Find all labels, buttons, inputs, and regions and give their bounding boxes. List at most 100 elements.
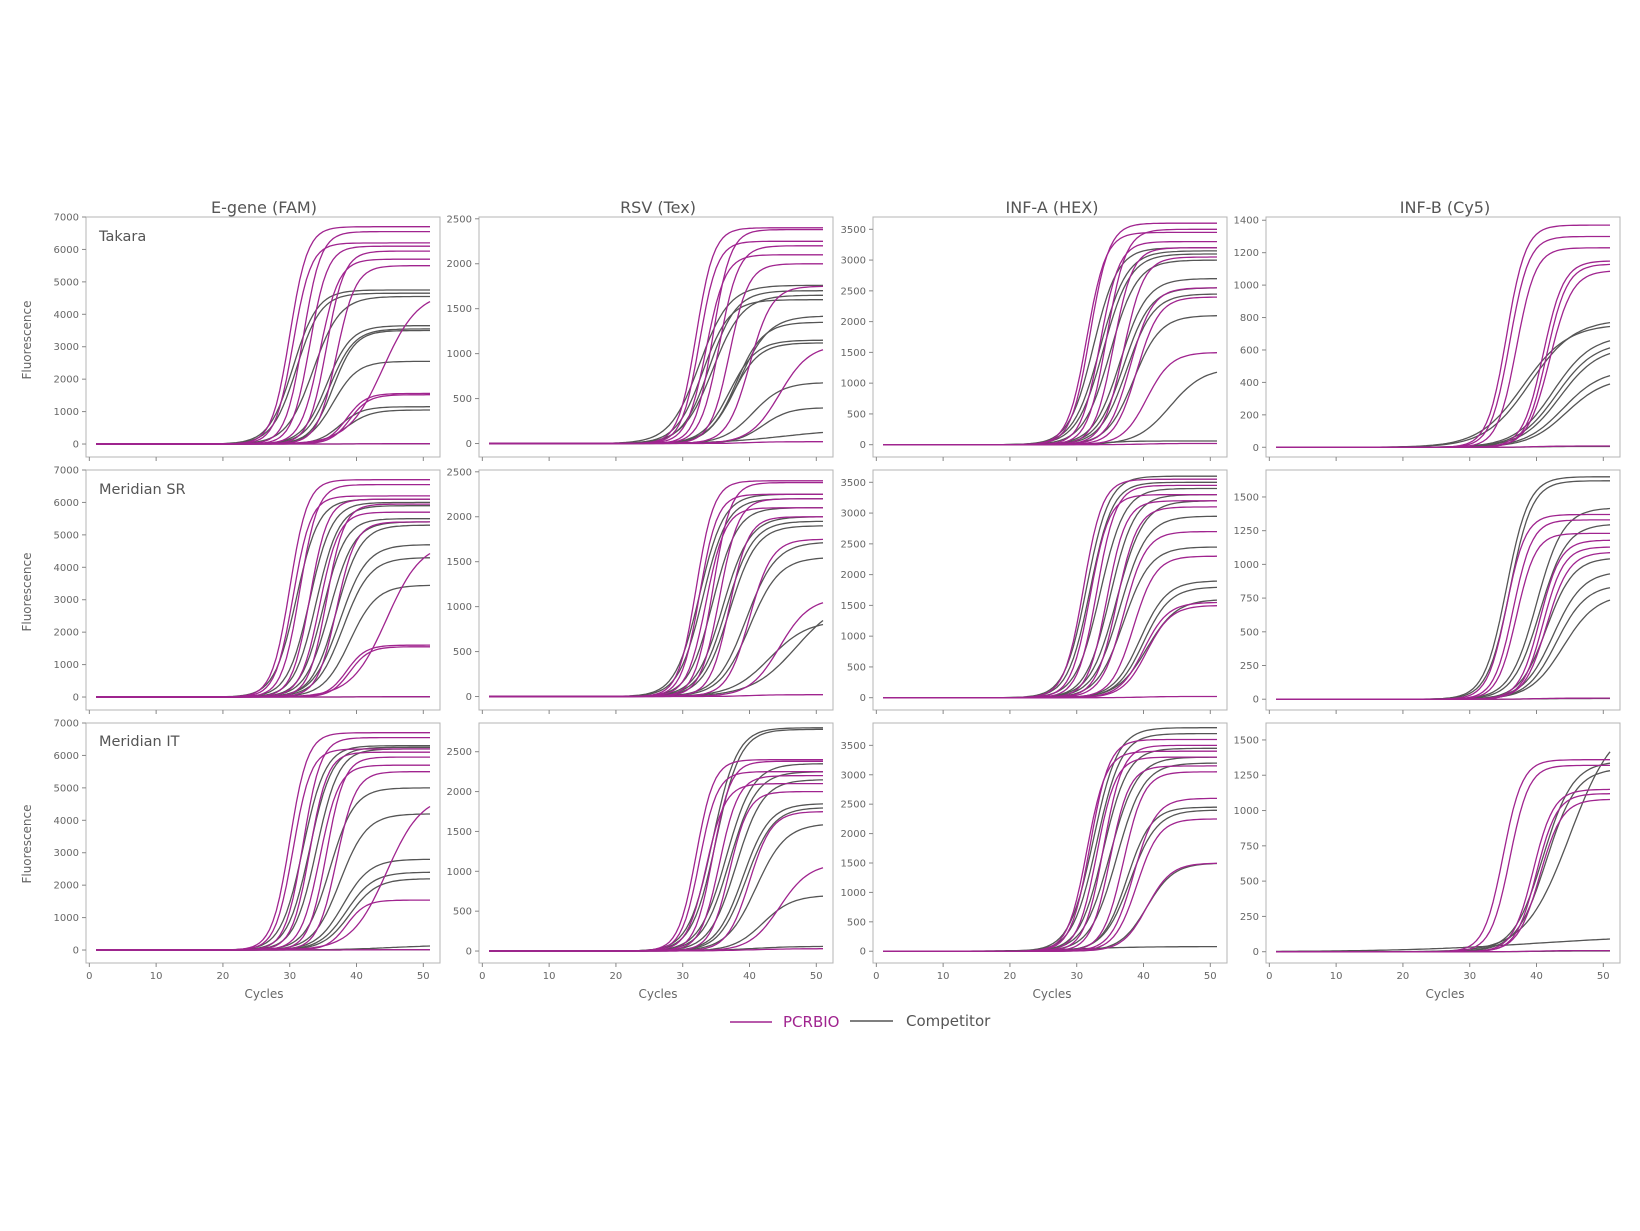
y-tick-label: 6000 <box>54 751 79 762</box>
y-tick-label: 2500 <box>447 467 472 478</box>
y-tick-label: 2000 <box>447 512 472 523</box>
panel-frame <box>478 722 834 964</box>
series-group <box>489 727 824 952</box>
y-tick-label: 500 <box>1240 627 1259 638</box>
y-tick-label: 1500 <box>841 348 866 359</box>
y-tick-label: 1500 <box>447 827 472 838</box>
pcrbio-series-line <box>1276 949 1610 953</box>
y-tick-label: 1000 <box>1234 560 1259 571</box>
series-group <box>96 479 431 698</box>
panel-meridian-it-inf-a-hex: 0 500 1000 1500 2000 2500 3000 3500 0 10 20 30 40 50 <box>841 722 1228 982</box>
x-tick-label: 30 <box>283 971 296 982</box>
y-tick-label: 1000 <box>1234 806 1259 817</box>
legend: PCRBIO Competitor <box>730 1012 991 1031</box>
y-tick-label: 3000 <box>54 848 79 859</box>
y-tick-label: 1000 <box>54 407 79 418</box>
y-tick-label: 0 <box>1253 443 1259 454</box>
y-tick-label: 1200 <box>1234 248 1259 259</box>
row-label-takara: Takara <box>98 229 146 245</box>
y-tick-label: 1400 <box>1234 216 1259 227</box>
y-tick-label: 0 <box>1253 695 1259 706</box>
y-tick-label: 1500 <box>1234 735 1259 746</box>
pcrbio-series-line <box>489 694 823 698</box>
pcrbio-series-line <box>883 695 1217 699</box>
x-tick-label: 20 <box>1004 971 1017 982</box>
y-tick-label: 1000 <box>447 602 472 613</box>
panel-meridian-sr-rsv-tex: 0 500 1000 1500 2000 2500 <box>447 467 834 714</box>
y-tick-label: 0 <box>860 440 866 451</box>
y-tick-label: 0 <box>1253 947 1259 958</box>
panel-frame <box>478 469 834 711</box>
y-tick-label: 2000 <box>54 881 79 892</box>
panel-meridian-sr-inf-b-cy5: 0 250 500 750 1000 1250 1500 <box>1234 469 1621 714</box>
x-tick-label: 0 <box>1266 971 1272 982</box>
panel-frame <box>85 469 441 711</box>
panel-meridian-sr-inf-a-hex: 0 500 1000 1500 2000 2500 3000 3500 <box>841 469 1228 714</box>
y-tick-label: 400 <box>1240 378 1259 389</box>
x-tick-label: 50 <box>810 971 823 982</box>
x-axis-title-col-2: Cycles <box>638 987 677 1001</box>
series-group <box>1276 476 1611 700</box>
series-group <box>883 475 1218 699</box>
x-tick-label: 50 <box>1204 971 1217 982</box>
panel-takara-inf-a-hex: 0 500 1000 1500 2000 2500 3000 3500 <box>841 216 1228 461</box>
panel-frame <box>872 216 1228 458</box>
panel-frame <box>1265 722 1621 964</box>
pcrbio-series-line <box>883 862 1218 952</box>
y-tick-label: 0 <box>466 947 472 958</box>
x-axis-title-col-3: Cycles <box>1032 987 1071 1001</box>
y-tick-label: 2000 <box>841 829 866 840</box>
y-tick-label: 250 <box>1240 661 1259 672</box>
x-tick-label: 20 <box>217 971 230 982</box>
y-tick-label: 1500 <box>447 304 472 315</box>
y-tick-label: 500 <box>453 647 472 658</box>
series-group <box>96 732 431 951</box>
series-group <box>96 226 431 445</box>
y-tick-label: 1000 <box>447 867 472 878</box>
y-tick-label: 2000 <box>841 570 866 581</box>
y-tick-label: 250 <box>1240 912 1259 923</box>
y-tick-label: 0 <box>860 947 866 958</box>
pcrbio-series-line <box>1276 445 1610 448</box>
y-tick-label: 4000 <box>54 563 79 574</box>
y-tick-label: 4000 <box>54 310 79 321</box>
x-tick-label: 30 <box>676 971 689 982</box>
y-tick-label: 500 <box>1240 877 1259 888</box>
series-group <box>883 727 1218 952</box>
legend-label-pcrbio: PCRBIO <box>783 1013 839 1031</box>
x-tick-label: 10 <box>150 971 163 982</box>
column-title-e-gene: E-gene (FAM) <box>211 198 317 217</box>
y-tick-label: 3500 <box>841 225 866 236</box>
x-tick-label: 10 <box>543 971 556 982</box>
x-tick-label: 40 <box>350 971 363 982</box>
pcrbio-series-line <box>489 948 823 952</box>
y-tick-label: 1000 <box>54 913 79 924</box>
y-tick-label: 500 <box>453 907 472 918</box>
y-tick-label: 2000 <box>841 317 866 328</box>
panel-meridian-it-inf-b-cy5: 0 250 500 750 1000 1250 1500 0 10 20 30 40 50 <box>1234 722 1621 982</box>
y-tick-label: 800 <box>1240 313 1259 324</box>
y-tick-label: 0 <box>73 440 79 451</box>
y-tick-label: 1000 <box>447 349 472 360</box>
panel-meridian-sr-e-gene-fam: 0 1000 2000 3000 4000 5000 6000 7000 <box>54 466 441 714</box>
y-tick-label: 5000 <box>54 277 79 288</box>
x-axis-title-col-4: Cycles <box>1425 987 1464 1001</box>
panel-frame <box>478 216 834 458</box>
series-group <box>489 480 824 698</box>
panel-takara-e-gene-fam: 0 1000 2000 3000 4000 5000 6000 7000 <box>54 213 441 461</box>
y-tick-label: 1250 <box>1234 771 1259 782</box>
column-title-inf-a: INF-A (HEX) <box>1006 198 1099 217</box>
y-tick-label: 0 <box>860 693 866 704</box>
y-tick-label: 7000 <box>54 719 79 730</box>
y-tick-label: 0 <box>466 439 472 450</box>
y-tick-label: 750 <box>1240 594 1259 605</box>
y-axis-title-row-3: Fluorescence <box>20 804 34 883</box>
x-tick-label: 50 <box>417 971 430 982</box>
y-tick-label: 1500 <box>1234 492 1259 503</box>
panel-grid: 0100020003000400050006000700005001000150… <box>54 213 1621 982</box>
series-group <box>1276 751 1611 953</box>
y-tick-label: 1500 <box>841 859 866 870</box>
y-tick-label: 500 <box>847 409 866 420</box>
x-tick-label: 40 <box>1137 971 1150 982</box>
row-label-meridian-it: Meridian IT <box>99 734 180 750</box>
